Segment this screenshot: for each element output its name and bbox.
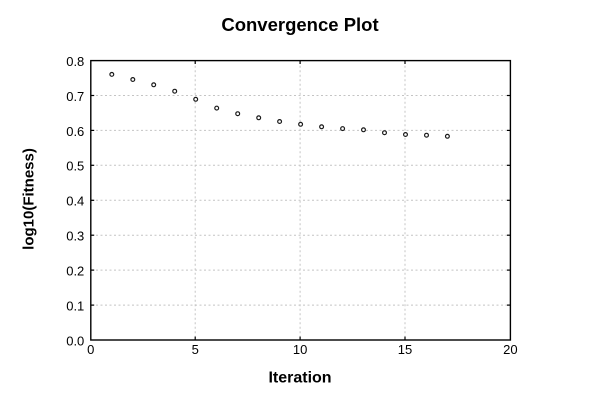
svg-text:20: 20 (503, 342, 517, 357)
svg-text:0.8: 0.8 (66, 54, 84, 69)
svg-text:5: 5 (192, 342, 199, 357)
svg-text:Convergence Plot: Convergence Plot (221, 14, 378, 35)
svg-text:0.1: 0.1 (66, 299, 84, 314)
svg-text:0.5: 0.5 (66, 159, 84, 174)
svg-text:10: 10 (293, 342, 307, 357)
svg-text:0.3: 0.3 (66, 229, 84, 244)
svg-text:0.4: 0.4 (66, 194, 84, 209)
svg-text:Iteration: Iteration (268, 370, 331, 387)
svg-text:0.6: 0.6 (66, 124, 84, 139)
svg-text:0.0: 0.0 (66, 333, 84, 348)
svg-text:0.7: 0.7 (66, 89, 84, 104)
svg-text:log10(Fitness): log10(Fitness) (21, 148, 38, 250)
svg-text:0: 0 (87, 342, 94, 357)
svg-text:15: 15 (398, 342, 412, 357)
svg-text:0.2: 0.2 (66, 264, 84, 279)
